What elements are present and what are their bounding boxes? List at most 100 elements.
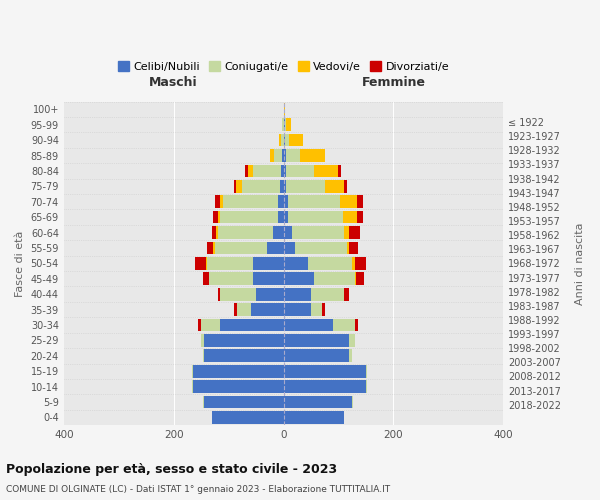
Text: Maschi: Maschi bbox=[149, 76, 198, 90]
Bar bbox=[343, 211, 356, 224]
Bar bbox=[272, 226, 284, 239]
Bar bbox=[284, 118, 286, 131]
Bar bbox=[253, 164, 281, 177]
Bar bbox=[220, 196, 223, 208]
Bar bbox=[352, 396, 353, 408]
Bar bbox=[201, 334, 204, 346]
Bar bbox=[284, 164, 286, 177]
Bar bbox=[267, 242, 284, 254]
Bar bbox=[284, 304, 311, 316]
Bar bbox=[220, 288, 256, 300]
Bar bbox=[192, 365, 193, 378]
Bar bbox=[311, 304, 322, 316]
Bar bbox=[286, 118, 291, 131]
Bar bbox=[212, 411, 284, 424]
Bar bbox=[300, 149, 325, 162]
Bar bbox=[366, 380, 367, 393]
Bar bbox=[284, 288, 311, 300]
Bar bbox=[284, 411, 344, 424]
Bar bbox=[274, 149, 283, 162]
Bar bbox=[213, 242, 215, 254]
Bar bbox=[215, 242, 267, 254]
Bar bbox=[355, 318, 358, 332]
Text: Femmine: Femmine bbox=[361, 76, 425, 90]
Bar bbox=[204, 396, 284, 408]
Bar bbox=[284, 396, 352, 408]
Bar bbox=[284, 180, 286, 192]
Bar bbox=[349, 334, 355, 346]
Bar bbox=[325, 180, 344, 192]
Bar bbox=[284, 318, 333, 332]
Bar bbox=[283, 118, 284, 131]
Bar bbox=[344, 288, 349, 300]
Bar bbox=[292, 226, 344, 239]
Bar bbox=[356, 272, 364, 285]
Bar bbox=[218, 211, 220, 224]
Bar bbox=[256, 288, 284, 300]
Bar bbox=[308, 257, 352, 270]
Bar bbox=[201, 318, 220, 332]
Bar bbox=[270, 149, 274, 162]
Bar bbox=[213, 211, 218, 224]
Bar bbox=[212, 226, 216, 239]
Bar bbox=[248, 164, 253, 177]
Bar bbox=[356, 211, 363, 224]
Bar bbox=[284, 149, 286, 162]
Bar bbox=[253, 257, 284, 270]
Y-axis label: Fasce di età: Fasce di età bbox=[15, 230, 25, 296]
Bar bbox=[352, 257, 355, 270]
Bar bbox=[322, 304, 325, 316]
Bar bbox=[295, 242, 347, 254]
Bar bbox=[344, 226, 349, 239]
Bar bbox=[234, 304, 237, 316]
Bar bbox=[340, 196, 356, 208]
Bar bbox=[311, 288, 344, 300]
Bar bbox=[349, 350, 352, 362]
Bar bbox=[356, 196, 363, 208]
Bar bbox=[206, 257, 253, 270]
Bar bbox=[284, 134, 289, 146]
Bar bbox=[314, 272, 355, 285]
Bar bbox=[203, 350, 204, 362]
Bar bbox=[366, 365, 367, 378]
Bar bbox=[203, 272, 209, 285]
Bar bbox=[206, 242, 213, 254]
Bar bbox=[344, 180, 347, 192]
Legend: Celibi/Nubili, Coniugati/e, Vedovi/e, Divorziati/e: Celibi/Nubili, Coniugati/e, Vedovi/e, Di… bbox=[113, 57, 454, 76]
Bar bbox=[193, 365, 284, 378]
Bar bbox=[245, 164, 248, 177]
Bar bbox=[338, 164, 341, 177]
Bar bbox=[349, 242, 358, 254]
Bar bbox=[278, 196, 284, 208]
Bar bbox=[215, 196, 220, 208]
Bar bbox=[288, 196, 340, 208]
Bar bbox=[223, 196, 278, 208]
Bar bbox=[204, 334, 284, 346]
Bar bbox=[284, 211, 288, 224]
Bar bbox=[220, 318, 284, 332]
Bar bbox=[281, 134, 284, 146]
Bar bbox=[203, 396, 204, 408]
Bar bbox=[284, 334, 349, 346]
Bar bbox=[284, 242, 295, 254]
Bar bbox=[194, 257, 206, 270]
Bar bbox=[216, 226, 218, 239]
Bar bbox=[349, 226, 361, 239]
Bar bbox=[284, 272, 314, 285]
Bar bbox=[286, 149, 300, 162]
Bar bbox=[284, 350, 349, 362]
Text: COMUNE DI OLGINATE (LC) - Dati ISTAT 1° gennaio 2023 - Elaborazione TUTTITALIA.I: COMUNE DI OLGINATE (LC) - Dati ISTAT 1° … bbox=[6, 485, 390, 494]
Bar bbox=[286, 180, 325, 192]
Bar bbox=[204, 350, 284, 362]
Bar bbox=[220, 211, 278, 224]
Text: Popolazione per età, sesso e stato civile - 2023: Popolazione per età, sesso e stato civil… bbox=[6, 462, 337, 475]
Bar bbox=[283, 149, 284, 162]
Bar bbox=[218, 288, 220, 300]
Bar bbox=[281, 164, 284, 177]
Bar bbox=[233, 180, 236, 192]
Bar bbox=[251, 304, 284, 316]
Bar bbox=[279, 134, 281, 146]
Bar bbox=[209, 272, 253, 285]
Bar bbox=[242, 180, 280, 192]
Bar bbox=[289, 134, 303, 146]
